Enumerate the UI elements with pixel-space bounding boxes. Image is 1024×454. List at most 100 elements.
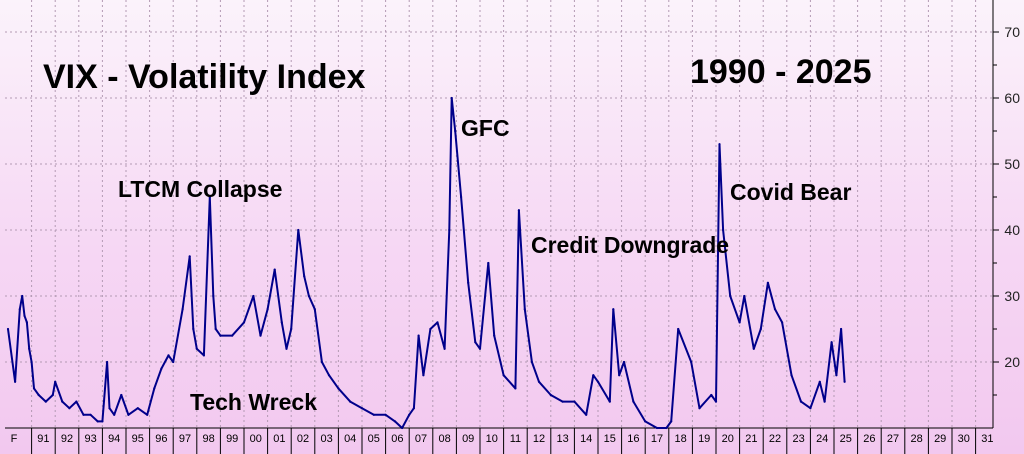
x-tick-label: 11 [510,433,521,445]
data-point [153,387,156,390]
data-point [517,209,521,212]
data-point [21,294,24,298]
data-point [677,327,680,331]
data-point [61,400,64,403]
data-point [231,334,234,337]
data-point [89,413,92,416]
x-tick-label: 91 [37,433,49,445]
y-tick-label: 30 [1004,288,1020,304]
data-point [320,360,323,364]
data-point [460,195,463,199]
data-point [127,413,130,416]
y-tick-label: 50 [1004,156,1020,172]
x-tick-label: F [11,433,18,445]
data-point [809,407,812,410]
x-tick-label: 08 [438,433,450,445]
x-tick-label: 21 [745,433,757,445]
y-tick-label: 20 [1004,354,1020,370]
x-tick-label: 07 [415,433,427,445]
data-point [781,321,784,324]
x-tick-label: 26 [863,433,875,445]
data-point [188,255,191,258]
data-point [612,308,615,311]
data-point [108,407,111,410]
data-point [665,426,668,430]
x-tick-label: 00 [250,433,262,445]
data-point [523,308,526,311]
data-point [655,426,659,430]
x-axis: F 91 92 93 94 95 96 97 98 99 00 01 02 03 04 05 06 07 08 09 1… [11,428,994,454]
x-tick-label: 19 [698,433,710,445]
data-point [573,400,576,403]
x-tick-label: 06 [391,433,403,445]
data-point [722,228,725,232]
data-point [429,327,432,331]
annotation-gfc: GFC [461,115,510,141]
data-point [474,341,477,344]
data-point [37,393,40,397]
data-point [592,374,595,377]
data-point [113,413,116,416]
data-point [493,334,496,337]
data-point [75,400,78,403]
data-point [530,360,534,364]
data-point [14,380,17,383]
data-point [502,374,505,377]
data-point [618,374,621,377]
x-tick-label: 97 [179,433,191,445]
data-point [843,380,846,383]
x-tick-label: 01 [273,433,285,445]
x-tick-label: 13 [556,433,568,445]
data-point [290,327,293,331]
data-point [585,413,588,416]
data-point [690,360,693,364]
data-point [307,294,310,298]
data-point [467,281,470,284]
data-point [412,407,415,410]
data-point [82,413,85,416]
data-point [327,374,331,377]
data-point [96,420,99,423]
data-point [408,413,411,416]
x-tick-label: 93 [84,433,96,445]
x-tick-label: 25 [840,433,852,445]
data-point [670,420,673,423]
data-point [51,393,54,397]
data-point [644,420,647,423]
annotation-covid-bear: Covid Bear [730,179,851,205]
data-point [30,360,33,364]
data-point [202,354,205,357]
data-point [23,314,26,317]
x-tick-label: 29 [934,433,946,445]
data-point [181,308,184,311]
data-point [372,413,375,416]
data-point [28,347,31,350]
data-point [313,308,316,311]
data-point [487,261,490,265]
x-tick-label: 03 [320,433,332,445]
data-point [242,321,246,324]
data-point [219,334,222,337]
data-point [136,407,139,410]
data-point [537,380,541,383]
x-tick-label: 10 [486,433,498,445]
x-tick-label: 22 [769,433,781,445]
data-point [622,360,626,364]
x-tick-label: 99 [226,433,238,445]
data-point [401,426,404,430]
data-point [443,347,446,350]
x-tick-label: 20 [722,433,734,445]
data-point [448,228,451,232]
data-point [632,400,635,403]
x-tick-label: 27 [887,433,899,445]
data-point [766,281,770,284]
x-tick-label: 18 [674,433,686,445]
y-tick-label: 70 [1004,24,1020,40]
data-point [349,400,352,403]
x-tick-label: 92 [61,433,73,445]
x-tick-label: 15 [604,433,616,445]
annotation-tech-wreck: Tech Wreck [190,389,317,415]
data-point [297,228,300,232]
